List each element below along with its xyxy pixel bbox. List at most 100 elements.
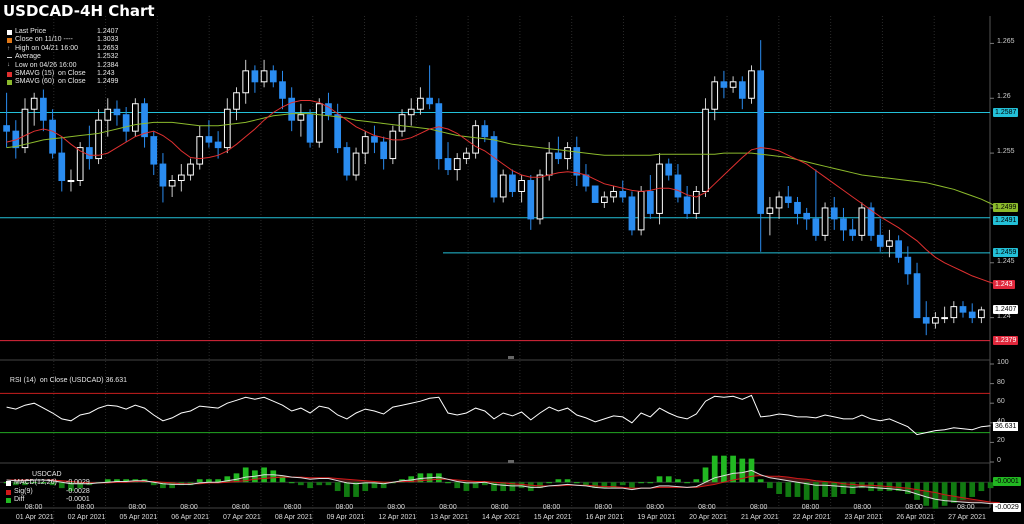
macd-diff-bar	[684, 482, 690, 484]
price-tick-label: 1.265	[997, 38, 1015, 46]
candle-body	[840, 218, 847, 231]
macd-legend-value: -0.0029	[66, 479, 90, 487]
candle-body	[913, 273, 921, 319]
macd-diff-bar	[675, 479, 681, 483]
rsi-line	[6, 394, 991, 436]
price-label-cyan: 1.2491	[993, 216, 1019, 226]
macd-diff-bar	[353, 482, 359, 497]
candle-body	[407, 108, 415, 116]
candle-body	[601, 196, 608, 203]
legend-label: Low on 04/26 16:00	[15, 61, 77, 69]
candle-body	[30, 97, 38, 110]
macd-diff-bar	[776, 482, 782, 494]
macd-diff-bar	[12, 482, 19, 486]
x-axis-date: 01 Apr 2021	[15, 514, 54, 521]
candle-body	[573, 147, 581, 176]
macd-diff-bar	[270, 470, 277, 483]
macd-legend-row: MACD(12,26) -0.0029	[6, 479, 90, 487]
candle-body	[288, 97, 296, 121]
legend-value: 1.2499	[97, 78, 119, 86]
macd-diff-bar	[711, 455, 718, 483]
panel-resize-handle	[508, 356, 514, 359]
sma15-line	[6, 100, 1000, 286]
candle-body	[490, 136, 498, 198]
candle-body	[131, 103, 139, 132]
candle-body	[104, 108, 112, 121]
candle-body	[876, 234, 884, 247]
macd-diff-bar	[619, 482, 626, 486]
macd-diff-bar	[721, 455, 727, 483]
candle-body	[545, 152, 553, 176]
candle-body	[86, 147, 93, 160]
candle-body	[380, 141, 387, 160]
candle-body	[674, 174, 682, 198]
candle-body	[297, 114, 305, 121]
macd-diff-bar	[169, 482, 175, 489]
macd-symbol: USDCAD	[32, 471, 62, 478]
candle-body	[738, 81, 746, 99]
x-axis-date: 13 Apr 2021	[430, 514, 468, 521]
macd-diff-bar	[491, 482, 497, 492]
candle-body	[150, 136, 158, 165]
candle-body	[113, 108, 121, 116]
candle-body	[334, 114, 342, 149]
macd-legend-row: Sig(9) -0.0028	[6, 488, 90, 496]
x-axis-date: 16 Apr 2021	[585, 514, 624, 521]
legend-value: 1.2653	[97, 44, 119, 52]
macd-diff-bar	[307, 482, 313, 489]
legend-value: 1.2407	[97, 28, 119, 35]
square-green	[7, 80, 12, 86]
x-axis-date: 05 Apr 2021	[119, 514, 158, 521]
candle-body	[683, 196, 691, 214]
candle-body	[803, 212, 811, 220]
macd-diff-bar	[288, 482, 295, 484]
macd-diff-bar	[500, 482, 507, 492]
square-red	[7, 71, 12, 77]
macd-value-label: -0.0029	[993, 502, 1021, 512]
macd-diff-bar	[68, 482, 74, 492]
macd-diff-bar	[206, 479, 212, 483]
candle-body	[858, 207, 866, 236]
macd-diff-bar	[794, 482, 801, 497]
candle-body	[904, 256, 912, 275]
macd-diff-bar	[914, 482, 920, 500]
macd-diff-bar	[822, 482, 828, 497]
macd-diff-bar	[160, 482, 166, 489]
price-tick-label: 1.24	[997, 312, 1011, 320]
x-axis-date: 15 Apr 2021	[533, 514, 572, 521]
sma60-line	[6, 113, 1001, 210]
candle-body	[867, 207, 875, 236]
x-axis-time: 08:00	[283, 504, 302, 511]
macd-diff-bar	[114, 479, 120, 483]
rsi-tick-label: 80	[997, 378, 1005, 386]
candle-body	[895, 240, 902, 258]
macd-diff-bar	[785, 482, 792, 497]
rsi-tick-label: 60	[997, 398, 1005, 406]
candle-body	[352, 152, 360, 176]
price-tick-label: 1.245	[997, 257, 1015, 265]
candle-body	[223, 108, 231, 149]
macd-diff-bar	[537, 482, 543, 489]
candle-body	[628, 196, 636, 231]
macd-diff-bar	[941, 482, 948, 506]
candle-body	[196, 136, 204, 165]
candle-body	[453, 158, 461, 171]
candle-body	[821, 207, 829, 236]
macd-diff-bar	[757, 479, 764, 483]
macd-diff-bar	[868, 482, 874, 492]
candle-body	[481, 125, 489, 138]
candle-body	[168, 180, 176, 187]
macd-diff-bar	[923, 482, 930, 506]
candle-body	[932, 317, 939, 324]
macd-diff-bar	[509, 482, 516, 492]
candle-body	[692, 190, 700, 214]
macd-diff-bar	[22, 482, 28, 486]
macd-diff-label: -0.0001	[993, 477, 1021, 487]
macd-diff-bar	[665, 476, 672, 483]
legend-value: 1.2384	[97, 61, 119, 69]
legend-label: High on 04/21 16:00	[15, 44, 79, 52]
x-axis-time: 08:00	[542, 504, 561, 511]
candle-body	[205, 136, 213, 143]
legend-row: Average 1.2532	[7, 53, 118, 61]
legend-swatch-icon	[6, 497, 11, 503]
